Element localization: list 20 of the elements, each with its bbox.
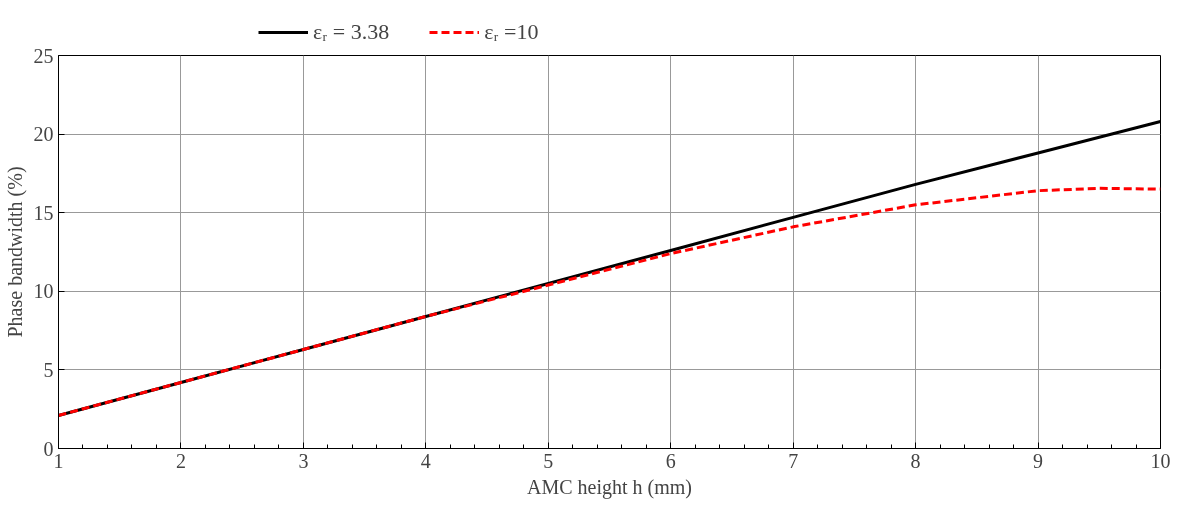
x-tick-label: 8 xyxy=(910,449,921,472)
x-tick-label: 2 xyxy=(175,449,186,472)
x-tick-label: 6 xyxy=(665,449,676,472)
y-tick-label: 5 xyxy=(43,358,54,381)
legend-label: εᵣ = 3.38 xyxy=(313,19,390,45)
y-tick-label: 10 xyxy=(33,280,54,303)
x-tick-label: 3 xyxy=(298,449,309,472)
legend-label: εᵣ =10 xyxy=(484,19,539,45)
y-tick-label: 15 xyxy=(33,201,54,224)
x-tick-label: 10 xyxy=(1150,449,1171,472)
x-tick-label: 7 xyxy=(788,449,799,472)
x-axis-title: AMC height h (mm) xyxy=(527,475,692,499)
x-tick-label: 9 xyxy=(1033,449,1044,472)
y-tick-label: 0 xyxy=(43,437,54,460)
x-tick-label: 4 xyxy=(420,449,431,472)
x-tick-label: 5 xyxy=(543,449,554,472)
x-tick-label: 1 xyxy=(53,449,64,472)
y-tick-label: 25 xyxy=(33,44,54,67)
y-tick-label: 20 xyxy=(33,123,54,146)
y-axis-title: Phase bandwidth (%) xyxy=(3,166,27,338)
